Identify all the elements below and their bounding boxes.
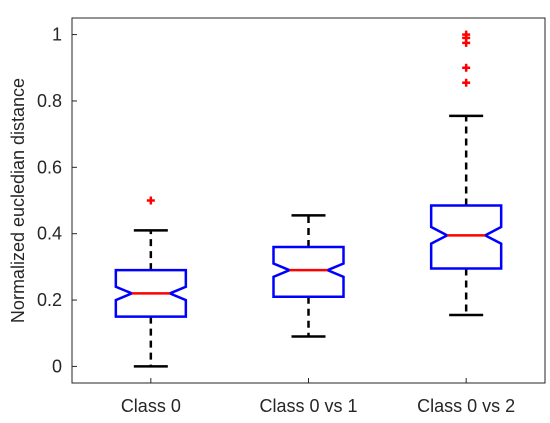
y-tick-label: 0.8 bbox=[37, 91, 62, 111]
x-axis: Class 0 Class 0 vs 1 Class 0 vs 2 bbox=[121, 378, 515, 416]
outlier-point bbox=[146, 196, 155, 205]
x-tick-label: Class 0 vs 1 bbox=[259, 396, 357, 416]
box-group bbox=[429, 30, 503, 317]
y-tick-label: 0.6 bbox=[37, 157, 62, 177]
notched-box bbox=[272, 245, 345, 298]
outlier-point bbox=[462, 63, 471, 72]
y-tick-label: 0.2 bbox=[37, 290, 62, 310]
notched-box bbox=[114, 268, 188, 318]
outlier-point bbox=[462, 78, 471, 87]
outlier-point bbox=[462, 30, 471, 39]
box-group bbox=[272, 214, 345, 338]
y-tick-label: 0 bbox=[52, 356, 62, 376]
y-tick-label: 1 bbox=[52, 25, 62, 45]
box-group bbox=[114, 196, 188, 368]
y-axis-title: Normalized eucledian distance bbox=[8, 78, 28, 323]
boxes bbox=[114, 30, 503, 368]
axes-box bbox=[71, 17, 546, 384]
plot-area bbox=[71, 17, 546, 384]
y-axis: 0 0.2 0.4 0.6 0.8 1 bbox=[37, 25, 77, 376]
x-tick-label: Class 0 vs 2 bbox=[417, 396, 515, 416]
x-tick-label: Class 0 bbox=[121, 396, 181, 416]
notched-box bbox=[429, 204, 503, 270]
y-tick-label: 0.4 bbox=[37, 224, 62, 244]
